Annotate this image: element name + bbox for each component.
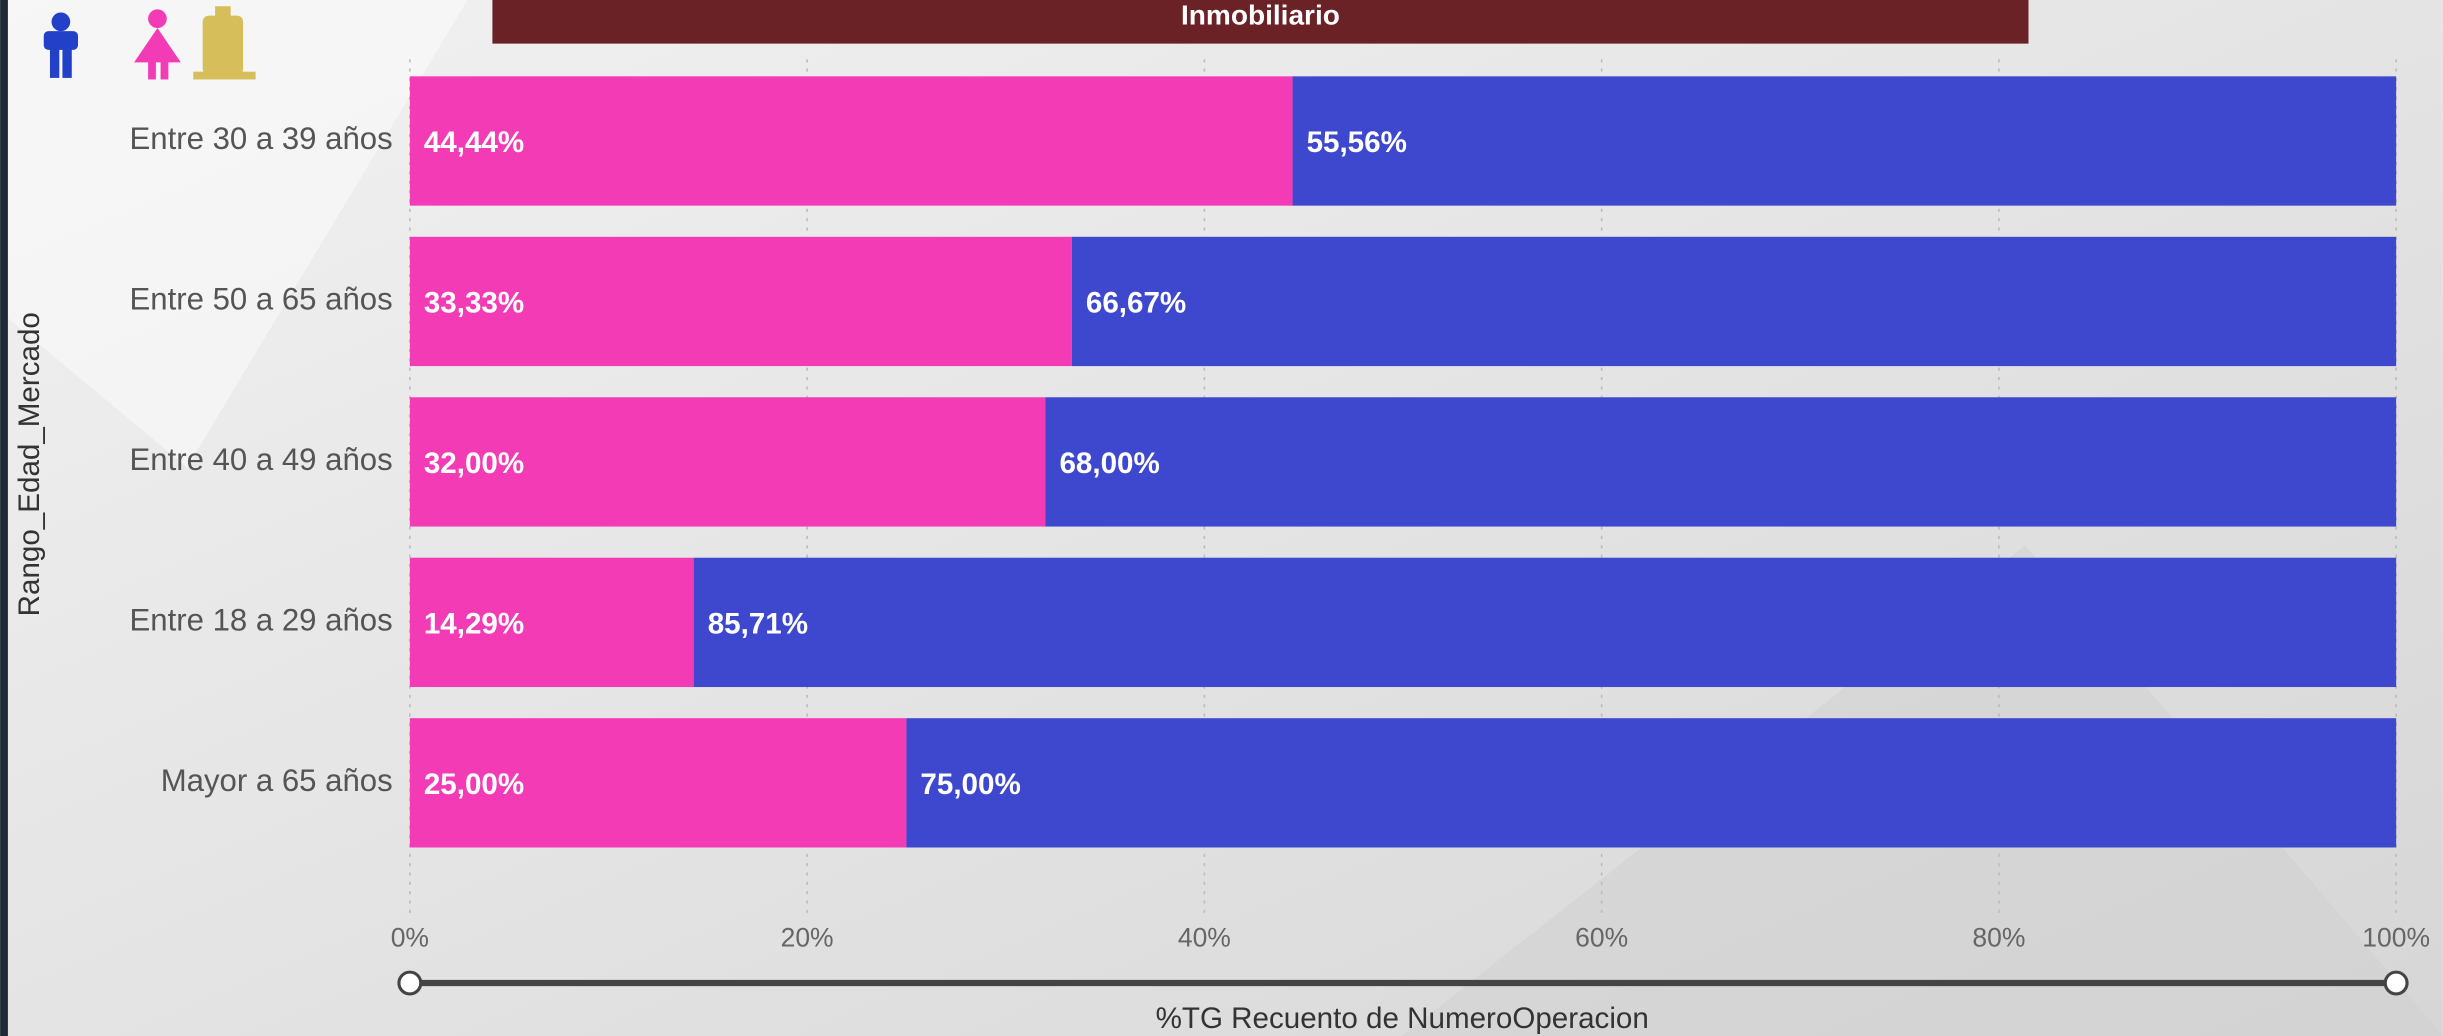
data-label: 25,00% [424,768,524,801]
x-axis-title: %TG Recuento de NumeroOperacion [1156,1002,1649,1035]
x-tick-label: 80% [1972,922,2025,952]
y-tick-label: Entre 18 a 29 años [130,603,393,638]
data-label: 75,00% [920,768,1020,801]
bar-segment [409,718,907,848]
data-label: 68,00% [1059,447,1159,480]
bar-segment [1071,236,2397,367]
x-tick-label: 100% [2362,922,2430,952]
left-edge [0,0,8,1036]
other-icon [193,6,256,80]
x-tick-label: 40% [1178,922,1231,952]
bar-segment [1292,76,2397,206]
data-label: 14,29% [424,607,524,640]
bar-segment [693,557,2397,688]
y-tick-label: Entre 40 a 49 años [130,442,393,477]
bar-segment [906,718,2397,848]
data-label: 32,00% [424,447,524,480]
y-tick-label: Entre 30 a 39 años [130,121,393,156]
x-tick-label: 60% [1575,922,1628,952]
bar-segment [1045,397,2397,527]
slider-handle[interactable] [2383,970,2409,996]
title-bar [492,0,2029,44]
y-axis-title: Rango_Edad_Mercado [13,312,46,616]
data-label: 85,71% [708,607,808,640]
y-tick-label: Mayor a 65 años [161,763,393,798]
x-tick-label: 0% [391,922,429,952]
x-tick-label: 20% [781,922,834,952]
y-tick-label: Entre 50 a 65 años [130,282,393,317]
chart-title: Inmobiliario [1181,0,1340,31]
data-label: 55,56% [1307,126,1407,159]
bar-segment [409,76,1293,206]
bg-facet [0,0,468,468]
data-label: 66,67% [1086,286,1186,319]
bar-segment [409,236,1072,367]
bar-segment [409,557,694,688]
male-icon [43,12,79,78]
slider-handle[interactable] [397,970,423,996]
data-label: 33,33% [424,286,524,319]
bar-segment [409,397,1046,527]
data-label: 44,44% [424,126,524,159]
female-icon [134,9,181,80]
